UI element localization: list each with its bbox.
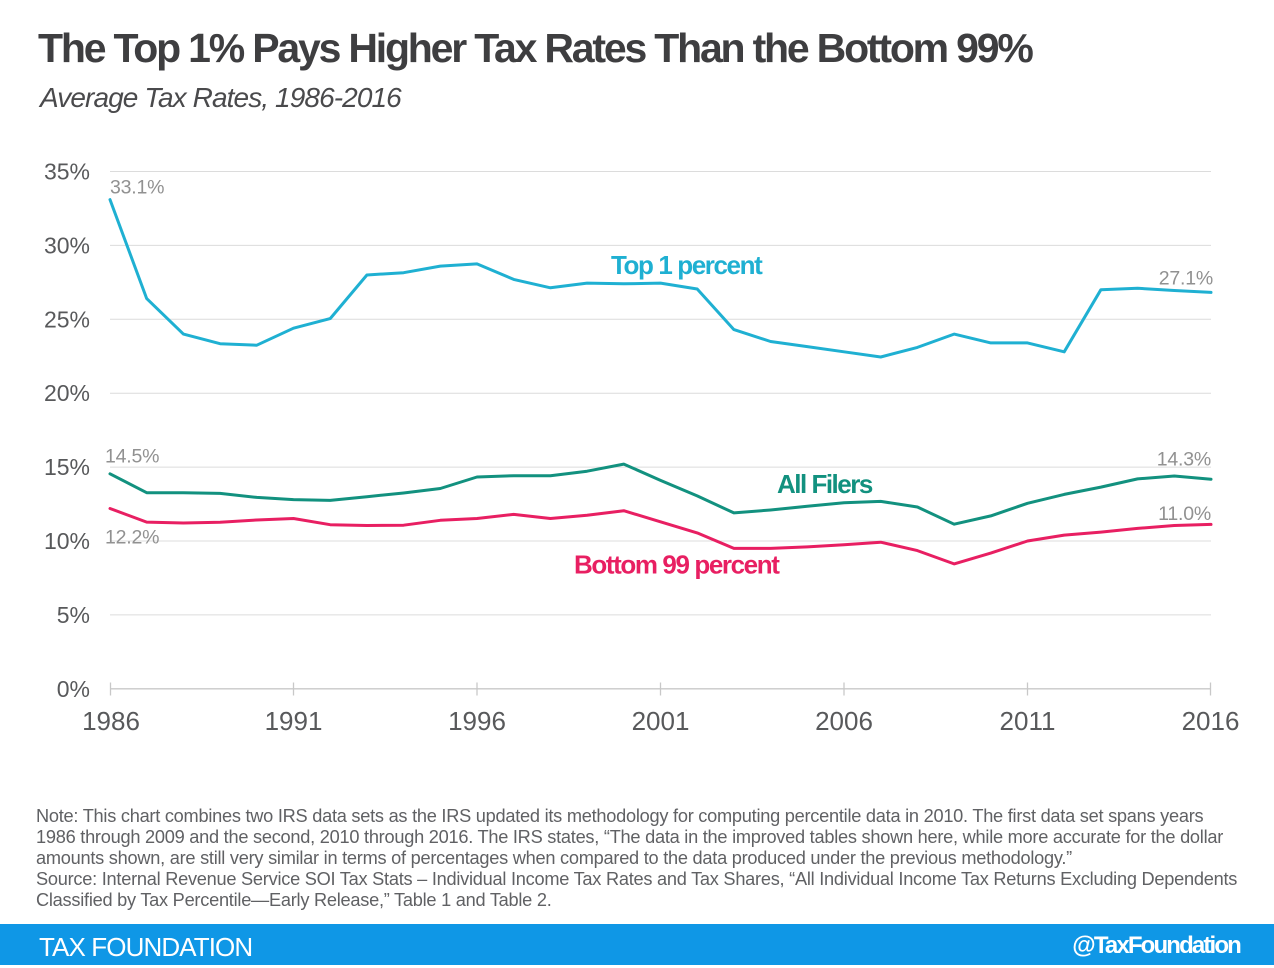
- svg-text:5%: 5%: [57, 602, 90, 628]
- svg-text:2006: 2006: [815, 706, 873, 736]
- svg-text:0%: 0%: [57, 676, 90, 702]
- svg-text:Bottom 99 percent: Bottom 99 percent: [574, 550, 780, 580]
- svg-text:30%: 30%: [44, 232, 90, 258]
- svg-text:12.2%: 12.2%: [105, 527, 159, 549]
- svg-text:10%: 10%: [44, 528, 90, 554]
- svg-text:2001: 2001: [632, 706, 690, 736]
- svg-text:Top 1 percent: Top 1 percent: [611, 250, 763, 280]
- svg-text:1991: 1991: [265, 706, 323, 736]
- svg-text:15%: 15%: [44, 454, 90, 480]
- svg-text:33.1%: 33.1%: [110, 177, 164, 199]
- svg-text:20%: 20%: [44, 380, 90, 406]
- svg-text:35%: 35%: [44, 159, 90, 185]
- svg-text:14.3%: 14.3%: [1157, 449, 1211, 471]
- svg-text:14.5%: 14.5%: [105, 446, 159, 468]
- svg-text:1996: 1996: [448, 706, 506, 736]
- svg-text:2011: 2011: [1000, 706, 1056, 736]
- svg-text:25%: 25%: [44, 306, 90, 332]
- svg-text:11.0%: 11.0%: [1158, 503, 1211, 525]
- svg-text:1986: 1986: [82, 706, 140, 736]
- svg-text:2016: 2016: [1182, 706, 1240, 736]
- svg-text:27.1%: 27.1%: [1159, 268, 1213, 290]
- svg-text:All Filers: All Filers: [777, 469, 873, 499]
